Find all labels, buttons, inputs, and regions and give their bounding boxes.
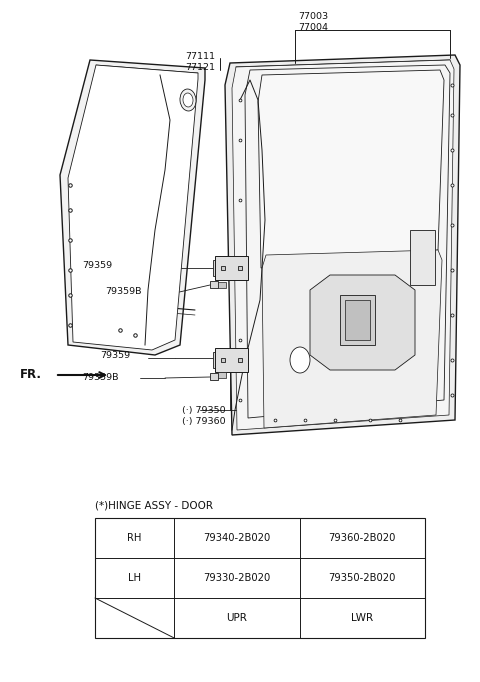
- Text: 79350-2B020: 79350-2B020: [329, 573, 396, 583]
- Text: (·) 79350
(·) 79360: (·) 79350 (·) 79360: [182, 406, 226, 426]
- Text: RH: RH: [127, 533, 142, 543]
- Polygon shape: [225, 55, 460, 435]
- Text: LWR: LWR: [351, 613, 373, 623]
- Polygon shape: [210, 281, 218, 288]
- Polygon shape: [345, 300, 370, 340]
- Polygon shape: [60, 60, 205, 355]
- Text: 79360-2B020: 79360-2B020: [329, 533, 396, 543]
- Text: UPR: UPR: [227, 613, 247, 623]
- Text: 79330-2B020: 79330-2B020: [203, 573, 271, 583]
- Text: LH: LH: [128, 573, 141, 583]
- Text: 77003
77004: 77003 77004: [298, 12, 328, 32]
- Text: 77111
77121: 77111 77121: [185, 52, 215, 72]
- Ellipse shape: [183, 93, 193, 107]
- Polygon shape: [232, 60, 454, 430]
- Polygon shape: [310, 275, 415, 370]
- Ellipse shape: [180, 89, 196, 111]
- Polygon shape: [218, 372, 226, 378]
- Text: 79359: 79359: [82, 261, 112, 269]
- Text: 79340-2B020: 79340-2B020: [203, 533, 271, 543]
- Text: (·) 79330A
(·) 79340: (·) 79330A (·) 79340: [302, 235, 352, 255]
- Text: 79359: 79359: [100, 351, 130, 361]
- Bar: [95, 518, 425, 638]
- Polygon shape: [213, 260, 218, 276]
- Polygon shape: [340, 295, 375, 345]
- Polygon shape: [210, 373, 218, 380]
- Polygon shape: [68, 65, 198, 350]
- Polygon shape: [258, 70, 444, 268]
- Ellipse shape: [290, 347, 310, 373]
- Polygon shape: [410, 230, 435, 285]
- Polygon shape: [213, 352, 218, 368]
- Text: (*)HINGE ASSY - DOOR: (*)HINGE ASSY - DOOR: [95, 500, 213, 510]
- Text: FR.: FR.: [20, 368, 42, 381]
- Polygon shape: [215, 256, 248, 280]
- Polygon shape: [262, 250, 442, 428]
- Polygon shape: [215, 348, 248, 372]
- Text: 79359B: 79359B: [82, 374, 119, 383]
- Polygon shape: [218, 282, 226, 288]
- Text: 79359B: 79359B: [105, 288, 142, 297]
